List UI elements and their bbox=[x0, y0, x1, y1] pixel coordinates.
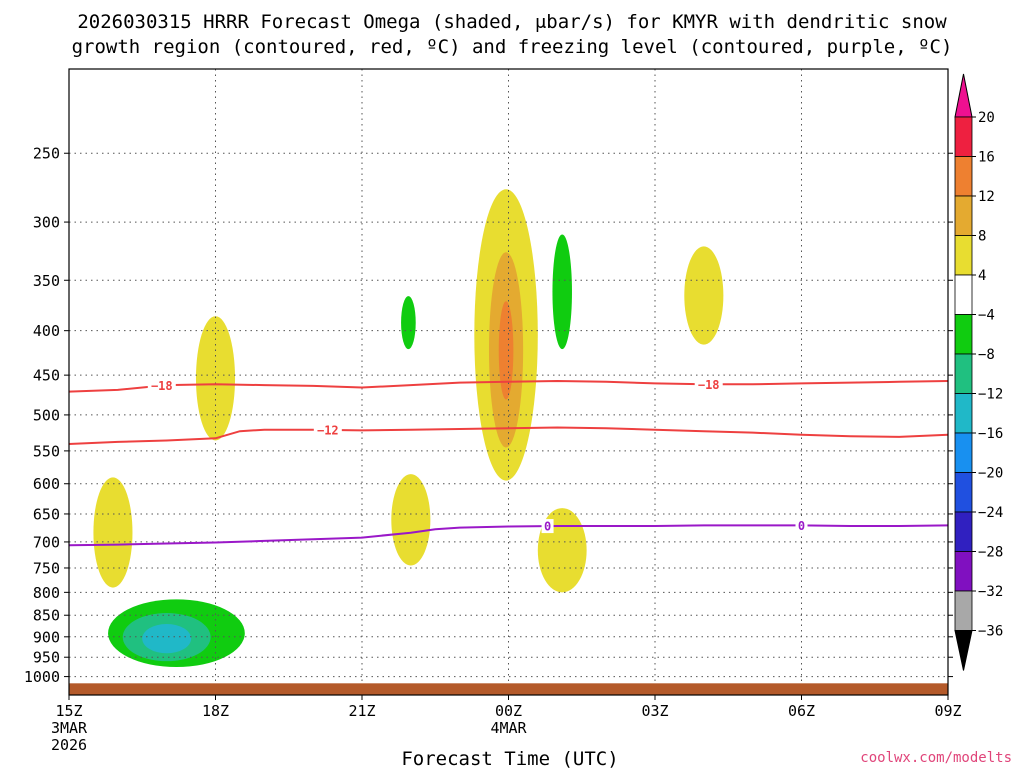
y-tick-label-800: 800 bbox=[33, 584, 60, 602]
colorbar-label-2: 12 bbox=[978, 189, 995, 205]
contour-label-bg-freezing-level-0c bbox=[541, 519, 554, 534]
y-tick-label-900: 900 bbox=[33, 628, 60, 646]
colorbar-label-12: −32 bbox=[978, 584, 1003, 600]
colorbar-label-7: −12 bbox=[978, 387, 1003, 403]
x-tick-label-15Z: 15Z bbox=[55, 702, 82, 720]
omega-region-orange-core-00z bbox=[498, 301, 514, 400]
colorbar-top-arrow bbox=[954, 73, 973, 118]
x-tick-label-21Z: 21Z bbox=[348, 702, 375, 720]
contour-label-bg-dendritic-minus18 bbox=[694, 377, 723, 392]
colorbar-swatch-6 bbox=[954, 353, 973, 394]
colorbar-label-6: −8 bbox=[978, 347, 995, 363]
y-tick-label-850: 850 bbox=[33, 607, 60, 625]
x-tick-label-06Z: 06Z bbox=[788, 702, 815, 720]
contour-label-freezing-level-0c: 0 bbox=[544, 520, 551, 534]
omega-region-yellow-blob-22z bbox=[391, 474, 431, 566]
contour-dendritic-minus12 bbox=[68, 426, 949, 445]
y-tick-label-600: 600 bbox=[33, 475, 60, 493]
colorbar-swatch-9 bbox=[954, 472, 973, 513]
x-tick-label-03Z: 03Z bbox=[641, 702, 668, 720]
omega-region-cyan-core-17z-low bbox=[142, 624, 192, 654]
x-tick-label-00Z: 00Z bbox=[495, 702, 522, 720]
contour-label-bg-dendritic-minus18 bbox=[147, 378, 176, 393]
contour-label-dendritic-minus18: −18 bbox=[698, 378, 720, 392]
colorbar-swatch-0 bbox=[954, 116, 973, 157]
colorbar: 20 16 12 8 4 −4 −8 −12 −16 −20 −24 −28 −32 −36 bbox=[954, 73, 1003, 671]
y-tick-label-750: 750 bbox=[33, 559, 60, 577]
chart-title-line-1: 2026030315 HRRR Forecast Omega (shaded, … bbox=[77, 11, 947, 33]
y-tick-label-300: 300 bbox=[33, 214, 60, 232]
y-tick-label-450: 450 bbox=[33, 367, 60, 385]
x-tick-label-18Z: 18Z bbox=[202, 702, 229, 720]
colorbar-label-10: −24 bbox=[978, 505, 1003, 521]
y-tick-label-1000: 1000 bbox=[24, 668, 60, 686]
y-tick-label-400: 400 bbox=[33, 322, 60, 340]
x-tick-label-2026: 2026 bbox=[51, 736, 87, 754]
y-axis: 250 300 350 400 450 500 550 600 650 700 750 800 850 9… bbox=[24, 145, 953, 686]
y-tick-label-950: 950 bbox=[33, 649, 60, 667]
colorbar-label-11: −28 bbox=[978, 545, 1003, 561]
colorbar-swatch-7 bbox=[954, 393, 973, 434]
x-tick-label-4MAR: 4MAR bbox=[490, 719, 527, 737]
y-tick-label-700: 700 bbox=[33, 533, 60, 551]
y-tick-label-350: 350 bbox=[33, 272, 60, 290]
colorbar-swatch-11 bbox=[954, 551, 973, 592]
omega-region-green-blob-22z-high bbox=[401, 296, 416, 350]
chart-title-line-2: growth region (contoured, red, ºC) and f… bbox=[72, 36, 953, 58]
colorbar-label-13: −36 bbox=[978, 624, 1003, 640]
omega-region-yellow-blob-15z bbox=[93, 477, 133, 588]
contour-label-dendritic-minus18: −18 bbox=[151, 379, 173, 393]
colorbar-swatch-4 bbox=[954, 274, 973, 315]
omega-region-green-blob-01z bbox=[552, 234, 572, 350]
colorbar-label-3: 8 bbox=[978, 229, 986, 245]
colorbar-bottom-arrow bbox=[954, 630, 973, 671]
colorbar-swatch-2 bbox=[954, 195, 973, 236]
y-tick-label-650: 650 bbox=[33, 505, 60, 523]
y-tick-label-250: 250 bbox=[33, 145, 60, 163]
y-tick-label-500: 500 bbox=[33, 406, 60, 424]
x-axis-label: Forecast Time (UTC) bbox=[401, 748, 618, 768]
x-tick-label-3MAR: 3MAR bbox=[51, 719, 88, 737]
contour-label-freezing-level-0c: 0 bbox=[798, 519, 805, 533]
colorbar-swatch-5 bbox=[954, 314, 973, 355]
contour-label-bg-freezing-level-0c bbox=[795, 518, 808, 533]
contour-label-dendritic-minus12: −12 bbox=[317, 423, 339, 437]
colorbar-swatch-10 bbox=[954, 511, 973, 552]
contour-dendritic-minus18 bbox=[68, 379, 949, 393]
omega-region-yellow-blob-04z bbox=[684, 246, 724, 345]
colorbar-label-5: −4 bbox=[978, 308, 995, 324]
colorbar-swatch-12 bbox=[954, 590, 973, 631]
x-tick-label-09Z: 09Z bbox=[934, 702, 961, 720]
colorbar-label-9: −20 bbox=[978, 466, 1003, 482]
colorbar-label-4: 4 bbox=[978, 268, 986, 284]
omega-regions bbox=[93, 189, 724, 668]
colorbar-label-0: 20 bbox=[978, 110, 995, 126]
colorbar-label-8: −16 bbox=[978, 426, 1003, 442]
colorbar-label-1: 16 bbox=[978, 150, 995, 166]
colorbar-swatch-3 bbox=[954, 235, 973, 276]
y-tick-label-550: 550 bbox=[33, 442, 60, 460]
contour-freezing-level-0c bbox=[68, 524, 949, 547]
colorbar-swatch-8 bbox=[954, 432, 973, 473]
ground-terrain bbox=[69, 683, 948, 695]
plot-area: −18 −18 −12 0 0 bbox=[68, 68, 949, 696]
colorbar-swatch-1 bbox=[954, 156, 973, 197]
credit-link[interactable]: coolwx.com/modelts bbox=[860, 750, 1012, 766]
ground-band bbox=[69, 683, 948, 695]
contour-label-bg-dendritic-minus12 bbox=[313, 422, 342, 437]
grid-lines bbox=[69, 69, 948, 695]
contour-lines: −18 −18 −12 0 0 bbox=[68, 377, 949, 547]
